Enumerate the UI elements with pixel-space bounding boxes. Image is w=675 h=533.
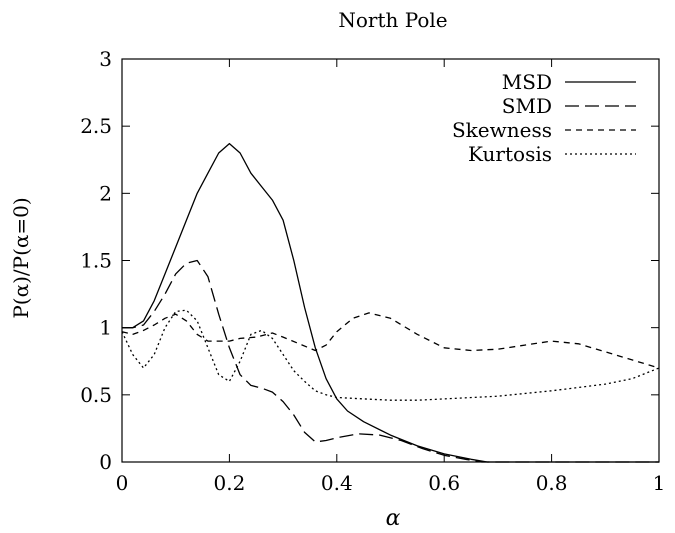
chart-title: North Pole [338,8,447,32]
y-tick-label: 1 [99,316,112,340]
x-tick-label: 0.2 [213,471,245,495]
x-tick-label: 0 [116,471,129,495]
y-axis-label: P(α)/P(α=0) [9,197,33,318]
legend-label-msd: MSD [502,70,552,94]
y-tick-label: 0 [99,450,112,474]
legend-label-skewness: Skewness [452,118,552,142]
y-tick-label: 3 [99,47,112,71]
y-tick-label: 2 [99,181,112,205]
x-tick-label: 1 [653,471,666,495]
x-tick-label: 0.8 [536,471,568,495]
x-axis-label: α [386,506,401,531]
series-line-skewness [121,312,660,369]
x-tick-label: 0.6 [428,471,460,495]
series-lines [121,142,660,463]
legend-label-kurtosis: Kurtosis [468,142,552,166]
series-line-smd [122,259,659,463]
series-line-msd [122,142,659,463]
plot-frame [121,58,660,463]
legend-label-smd: SMD [502,94,552,118]
axis-ticks: 0 0.2 0.4 0.6 0.8 1 0 0.5 1 1.5 2 2.5 3 [80,47,665,495]
y-tick-label: 1.5 [80,249,112,273]
y-tick-label: 0.5 [80,383,112,407]
x-tick-label: 0.4 [321,471,353,495]
series-line-kurtosis [121,309,660,401]
y-tick-label: 2.5 [80,114,112,138]
